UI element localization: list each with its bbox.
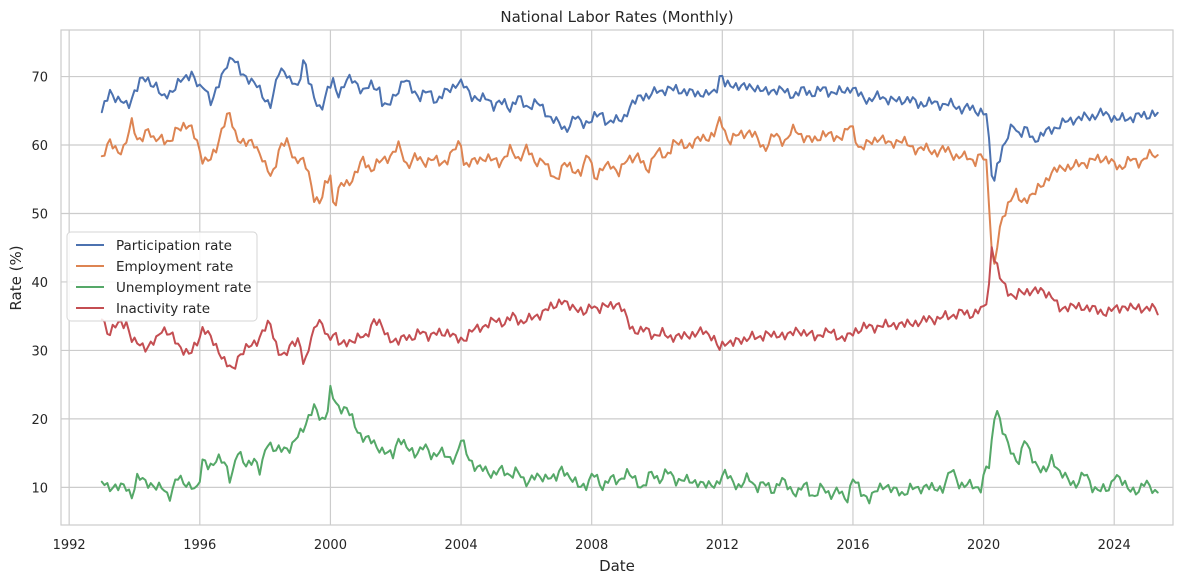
y-tick-label: 10 (31, 481, 48, 496)
legend-label: Unemployment rate (116, 280, 251, 296)
x-tick-label: 1992 (53, 538, 86, 553)
legend: Participation rate Employment rate Unemplo… (66, 231, 258, 322)
x-tick-label: 2020 (967, 538, 1000, 553)
chart-title: National Labor Rates (Monthly) (500, 8, 733, 26)
y-axis-label: Rate (%) (7, 245, 25, 310)
x-axis-ticks: 1992 1996 2000 2004 2008 2012 2016 2020 2024 (53, 538, 1131, 553)
x-tick-label: 2004 (445, 538, 478, 553)
series-line-3 (100, 246, 1159, 370)
y-tick-label: 50 (31, 207, 48, 222)
series-line-0 (100, 56, 1159, 182)
y-tick-label: 60 (31, 139, 48, 154)
x-tick-label: 1996 (183, 538, 216, 553)
x-tick-label: 2016 (836, 538, 869, 553)
y-tick-label: 40 (31, 276, 48, 291)
y-axis-ticks: 10 20 30 40 50 60 70 (31, 71, 48, 497)
x-tick-label: 2024 (1098, 538, 1131, 553)
y-tick-label: 20 (31, 413, 48, 428)
legend-label: Employment rate (116, 259, 233, 275)
x-axis-label: Date (599, 557, 635, 575)
y-tick-label: 70 (31, 71, 48, 86)
series-group (100, 56, 1159, 505)
legend-label: Inactivity rate (116, 301, 210, 317)
legend-label: Participation rate (116, 238, 232, 254)
legend-box (66, 231, 258, 322)
x-tick-label: 2000 (314, 538, 347, 553)
x-tick-label: 2008 (575, 538, 608, 553)
series-line-1 (100, 112, 1159, 265)
x-tick-label: 2012 (706, 538, 739, 553)
series-line-2 (100, 384, 1159, 505)
y-tick-label: 30 (31, 344, 48, 359)
